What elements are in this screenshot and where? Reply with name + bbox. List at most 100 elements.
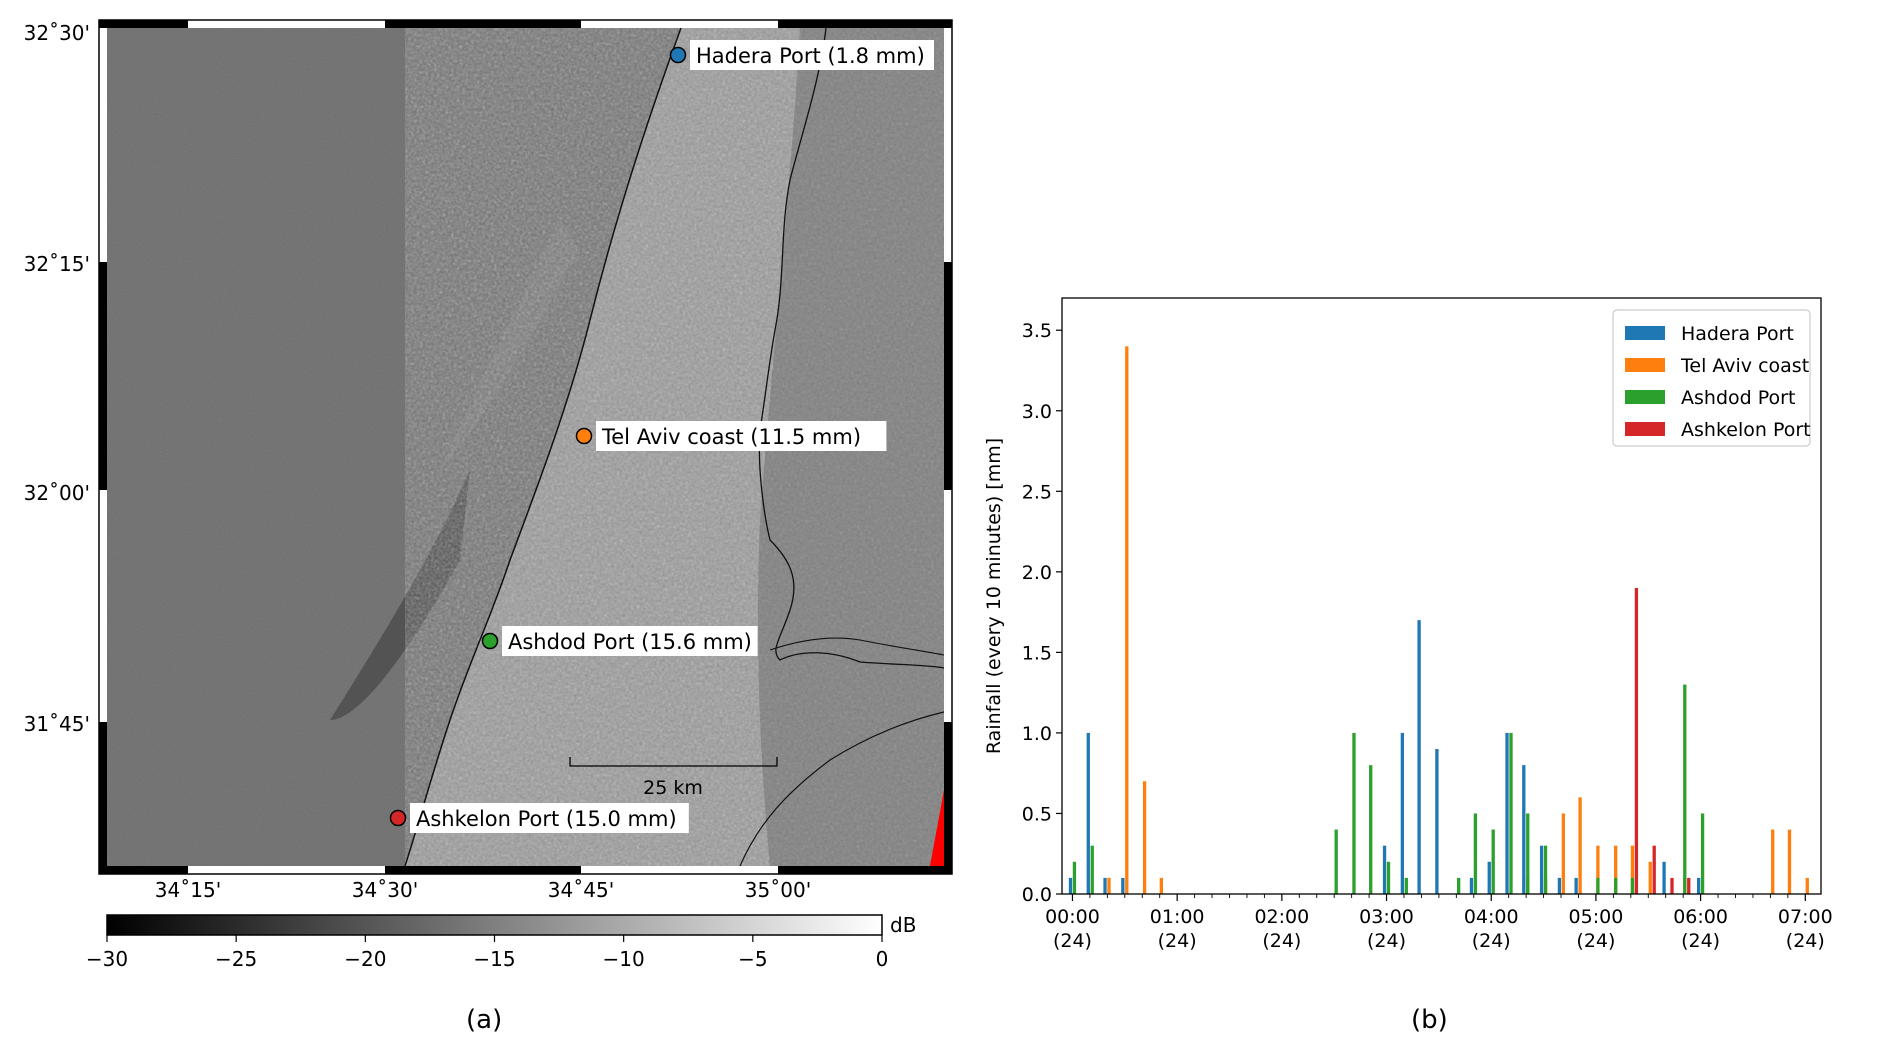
bar-ashkelon-port	[1687, 877, 1691, 894]
bar-tel-aviv-coast	[1561, 813, 1565, 894]
station-dot	[575, 427, 593, 445]
lon-label: 34˚30'	[352, 878, 418, 902]
scale-bar: 25 km	[569, 757, 778, 799]
bar-ashdod-port	[1700, 813, 1705, 894]
y-axis-label: Rainfall (every 10 minutes) [mm]	[983, 438, 1005, 754]
lon-label: 34˚45'	[548, 878, 614, 902]
bar-ashdod-port	[1404, 877, 1408, 894]
x-tick-label: 02:00	[1254, 906, 1309, 928]
bar-hadera-port	[1696, 877, 1701, 894]
bar-hadera-port	[1539, 845, 1544, 894]
x-tick-label: 03:00	[1359, 906, 1414, 928]
x-tick-sublabel: (24)	[1367, 930, 1406, 952]
bar-ashdod-port	[1596, 877, 1600, 894]
station-marker[interactable]: Ashdod Port (15.6 mm)	[481, 626, 758, 656]
legend-item: Tel Aviv coast	[1625, 355, 1809, 377]
x-tick-label: 07:00	[1778, 906, 1833, 928]
bar-ashdod-port	[1614, 877, 1618, 894]
bar-tel-aviv-coast	[1787, 829, 1792, 894]
x-tick-sublabel: (24)	[1681, 930, 1720, 952]
legend-label: Ashdod Port	[1681, 387, 1795, 409]
bar-tel-aviv-coast	[1578, 797, 1582, 894]
lat-label: 32˚00'	[24, 481, 90, 505]
x-tick-label: 01:00	[1150, 906, 1205, 928]
bar-hadera-port	[1505, 732, 1509, 894]
bar-ashdod-port	[1072, 861, 1077, 894]
legend-label: Hadera Port	[1681, 323, 1794, 345]
x-tick-sublabel: (24)	[1158, 930, 1197, 952]
bar-tel-aviv-coast	[1596, 845, 1600, 894]
x-tick-sublabel: (24)	[1786, 930, 1825, 952]
lat-label: 31˚45'	[24, 712, 90, 736]
colorbar-tick-label: 0	[876, 947, 889, 971]
y-tick-label: 3.5	[1022, 320, 1052, 342]
bar-hadera-port	[1068, 877, 1073, 894]
panel-a-label: (a)	[466, 1005, 503, 1035]
bar-hadera-port	[1121, 877, 1125, 894]
colorbar-tick-label: −20	[344, 947, 386, 971]
bar-hadera-port	[1557, 877, 1562, 894]
station-dot	[481, 632, 499, 650]
legend-swatch	[1625, 422, 1665, 436]
colorbar-unit: dB	[890, 913, 916, 937]
lat-label: 32˚30'	[24, 21, 90, 45]
colorbar-tick-label: −30	[86, 947, 128, 971]
scale-bar-label: 25 km	[643, 777, 703, 799]
bar-hadera-port	[1382, 845, 1387, 894]
station-label-box	[502, 626, 758, 656]
colorbar-tick-label: −25	[215, 947, 257, 971]
lon-labels: 34˚15' 34˚30' 34˚45' 35˚00'	[155, 878, 811, 902]
colorbar-tick-label: −10	[603, 947, 645, 971]
bar-tel-aviv-coast	[1771, 829, 1775, 894]
bar-ashdod-port	[1683, 684, 1687, 894]
bar-hadera-port	[1417, 620, 1421, 894]
y-tick-label: 0.0	[1022, 884, 1052, 906]
legend-label: Ashkelon Port	[1681, 419, 1811, 441]
y-tick-label: 2.0	[1022, 562, 1052, 584]
x-tick-label: 00:00	[1045, 906, 1100, 928]
legend-swatch	[1625, 390, 1665, 404]
bar-hadera-port	[1435, 749, 1439, 894]
legend-label: Tel Aviv coast	[1680, 355, 1809, 377]
bar-tel-aviv-coast	[1159, 877, 1163, 894]
x-tick-label: 06:00	[1673, 906, 1728, 928]
sar-map: Hadera Port (1.8 mm) Tel Aviv coast (11.5…	[24, 19, 953, 971]
station-label: Hadera Port (1.8 mm)	[696, 44, 925, 68]
bar-hadera-port	[1086, 732, 1090, 894]
lat-labels: 32˚30' 32˚15' 32˚00' 31˚45'	[24, 21, 90, 736]
y-tick-label: 1.0	[1022, 723, 1052, 745]
chart-bars	[1068, 346, 1809, 894]
plot-frame	[1061, 297, 1822, 895]
station-marker[interactable]: Ashkelon Port (15.0 mm)	[389, 803, 689, 833]
legend-item: Ashkelon Port	[1625, 419, 1811, 441]
bar-tel-aviv-coast	[1630, 845, 1635, 894]
bar-ashkelon-port	[1652, 845, 1656, 894]
y-tick-label: 0.5	[1022, 803, 1052, 825]
station-dot	[669, 46, 687, 64]
bar-hadera-port	[1103, 877, 1107, 894]
x-tick-label: 04:00	[1464, 906, 1519, 928]
y-tick-label: 1.5	[1022, 642, 1052, 664]
colorbar-tick-label: −5	[738, 947, 767, 971]
x-tick-sublabel: (24)	[1262, 930, 1301, 952]
y-tick-label: 3.0	[1022, 401, 1052, 423]
panel-b-label: (b)	[1411, 1005, 1448, 1035]
bar-hadera-port	[1487, 861, 1491, 894]
bar-ashdod-port	[1491, 829, 1495, 894]
station-marker[interactable]: Hadera Port (1.8 mm)	[669, 40, 935, 70]
colorbar-gradient	[106, 914, 883, 936]
bar-tel-aviv-coast	[1107, 877, 1111, 894]
bar-ashdod-port	[1386, 861, 1391, 894]
legend-box	[1612, 309, 1811, 447]
lon-label: 34˚15'	[155, 878, 221, 902]
x-tick-sublabel: (24)	[1472, 930, 1511, 952]
station-label-box	[690, 40, 934, 70]
legend-swatch	[1625, 358, 1665, 372]
station-label: Ashkelon Port (15.0 mm)	[416, 807, 677, 831]
bar-tel-aviv-coast	[1614, 845, 1618, 894]
station-label-box	[410, 803, 689, 833]
station-marker[interactable]: Tel Aviv coast (11.5 mm)	[575, 421, 887, 451]
bar-hadera-port	[1469, 877, 1474, 894]
legend-swatch	[1625, 326, 1665, 340]
station-label-box	[596, 421, 887, 451]
